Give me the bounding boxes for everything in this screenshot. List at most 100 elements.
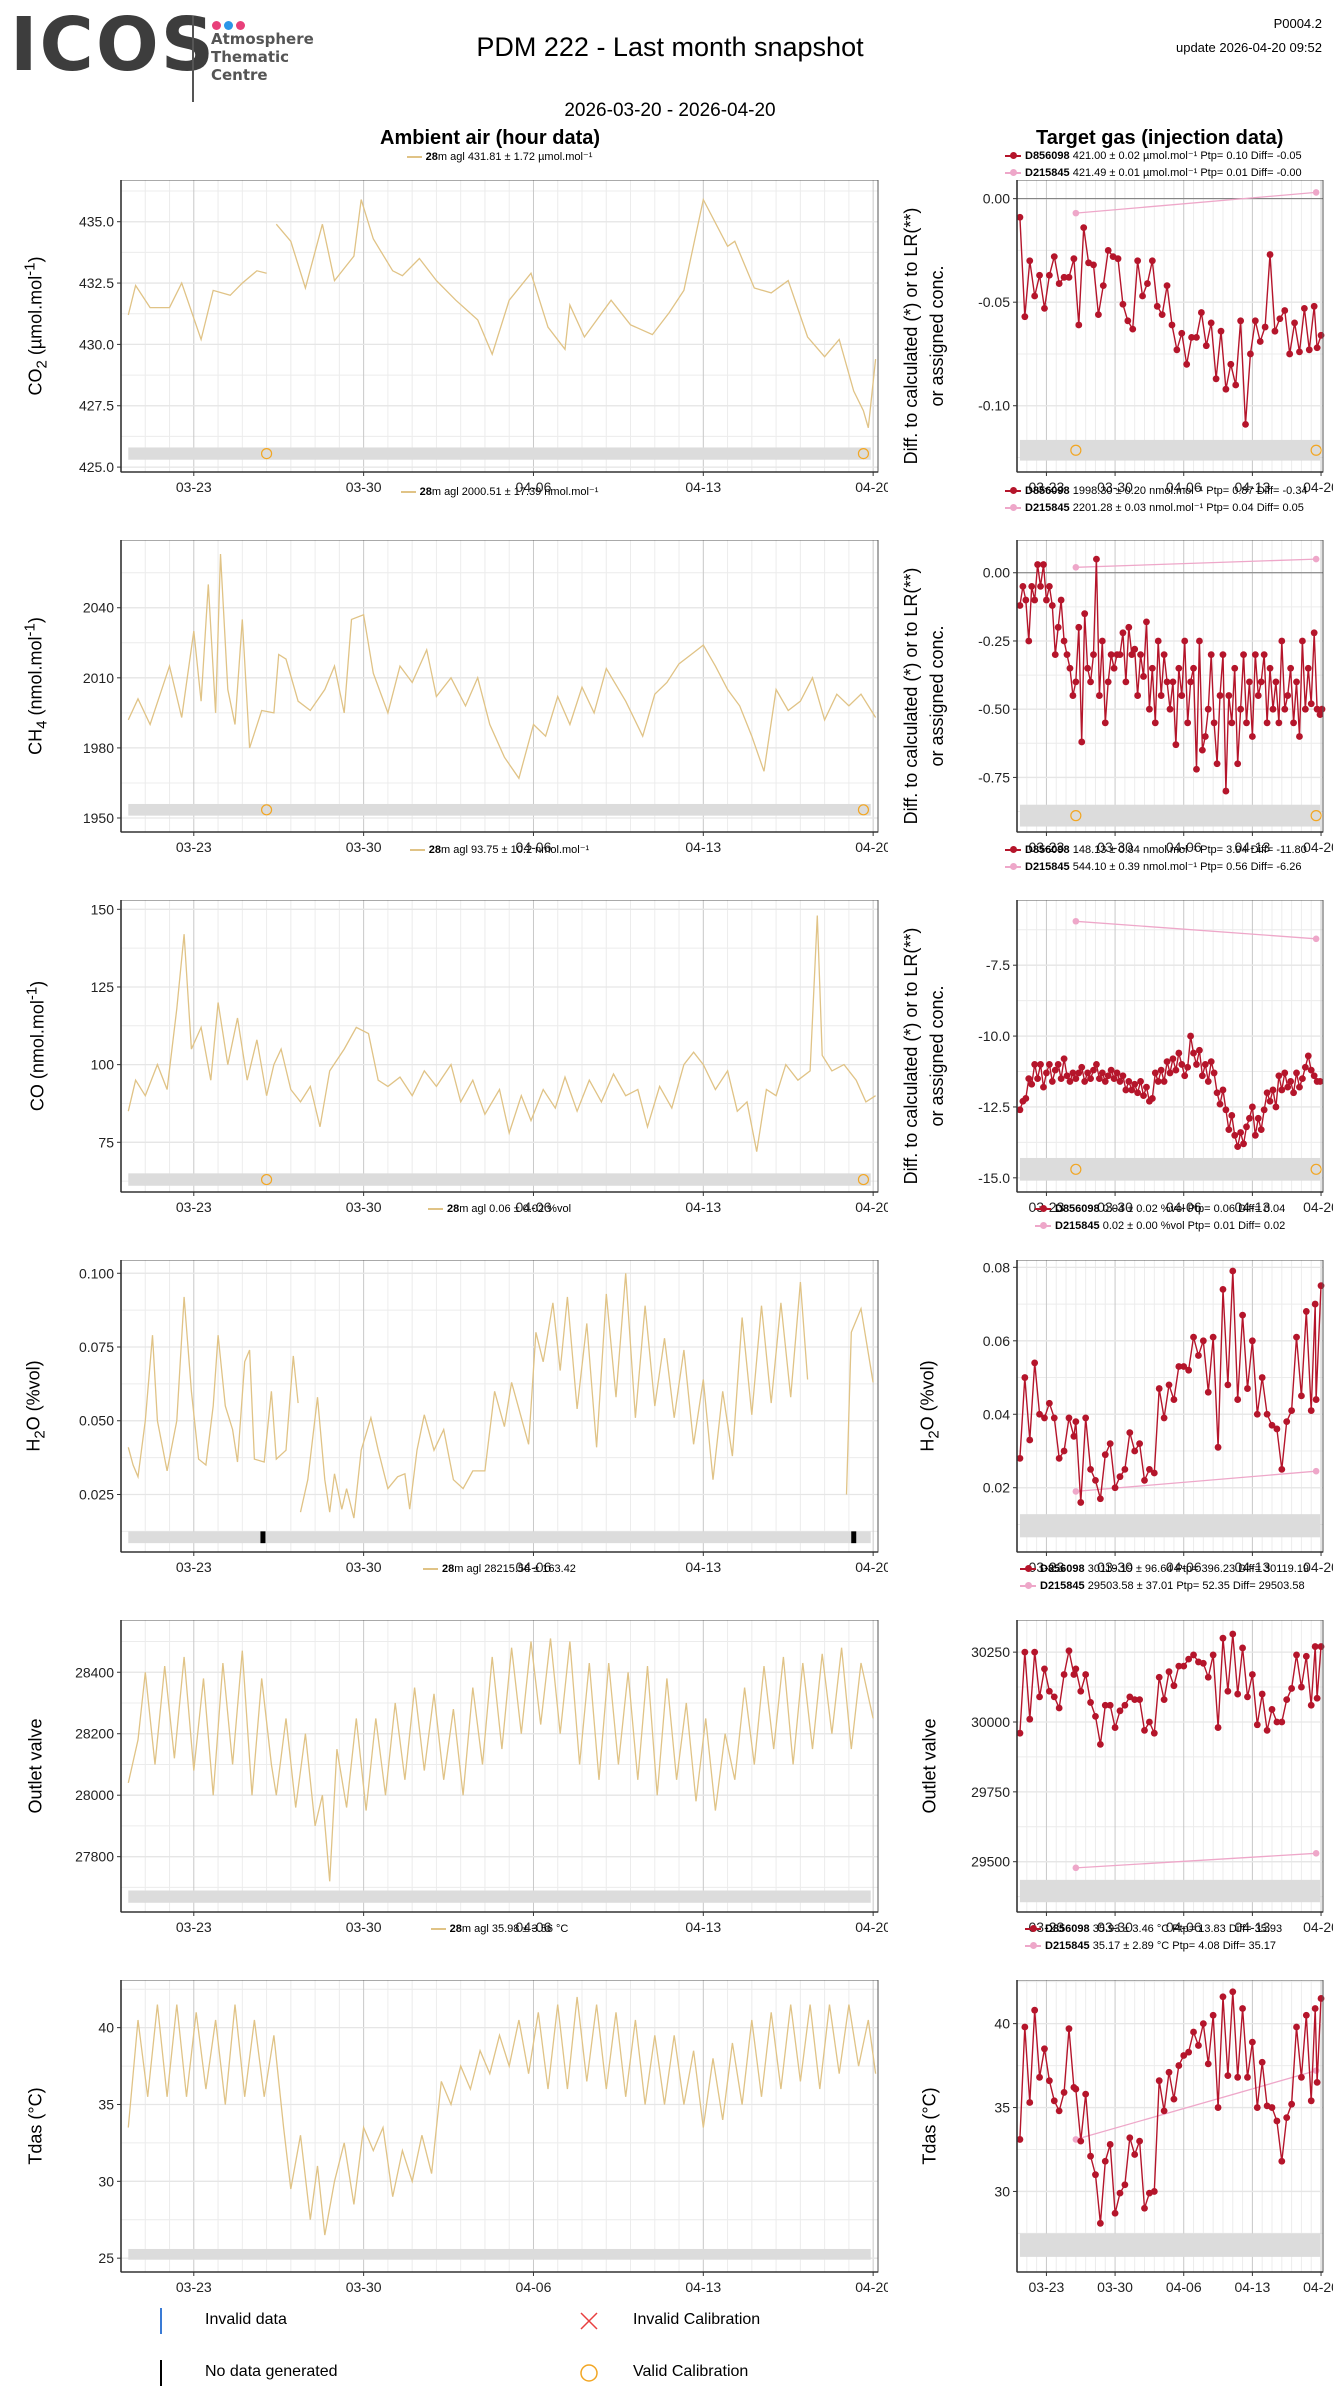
data-point-D856098 [1269, 1086, 1277, 1094]
data-point-D856098 [1195, 2042, 1202, 2049]
flag-band [128, 2248, 871, 2260]
data-point-D856098 [1054, 623, 1062, 631]
data-point-D856098 [1219, 1285, 1227, 1293]
data-point-D856098 [1016, 602, 1024, 609]
data-point-D856098 [1031, 1648, 1039, 1656]
flag-band [128, 803, 871, 816]
legend-point-line-icon [1025, 1925, 1041, 1933]
legend-cylinder-id: D856098 [1045, 1923, 1093, 1935]
x-tick-label: 03-23 [176, 839, 212, 855]
data-point-D856098 [1204, 2060, 1212, 2068]
data-point-D856098 [1160, 1414, 1168, 1422]
data-point-D856098 [1239, 1311, 1246, 1319]
data-point-D856098 [1146, 1718, 1153, 1726]
data-point-D856098 [1034, 1075, 1041, 1083]
data-point-D856098 [1239, 1644, 1246, 1652]
data-point-D856098 [1207, 319, 1215, 327]
x-tick-label: 04-20 [855, 1199, 888, 1215]
valid-calibration-marker [260, 1173, 273, 1186]
y-axis-label-text: H2O (%vol) [917, 1360, 943, 1452]
data-point-D856098 [1031, 596, 1039, 604]
y-tick-label: 430.0 [79, 336, 114, 352]
data-point-D856098 [1283, 2114, 1291, 2122]
data-point-D856098 [1183, 360, 1191, 368]
data-point-D856098 [1185, 2048, 1193, 2056]
ambient-legend: 28m agl 93.75 ± 10.2 nmol.mol⁻¹ [0, 843, 999, 856]
data-point-D856098 [1148, 257, 1156, 265]
data-point-D856098 [1204, 1673, 1212, 1681]
x-tick-label: 03-23 [176, 479, 212, 495]
data-point-D856098 [1234, 1143, 1242, 1151]
data-point-D856098 [1287, 1078, 1295, 1085]
data-point-D856098 [1081, 1078, 1089, 1085]
legend-line-icon [400, 491, 416, 494]
data-point-D856098 [1151, 1069, 1159, 1077]
plot-background [121, 1620, 878, 1912]
flag-band [1019, 439, 1321, 461]
data-point-D856098 [1078, 738, 1086, 746]
data-point-D856098 [1275, 719, 1283, 727]
valid-calibration-marker [260, 447, 273, 460]
y-tick-label: 30 [994, 2183, 1010, 2199]
data-point-D856098 [1110, 1075, 1118, 1083]
data-point-D856098 [1288, 1685, 1296, 1692]
x-tick-label: 03-30 [1097, 1199, 1133, 1215]
data-point-D856098 [1084, 1069, 1092, 1077]
data-point-D856098 [1077, 2137, 1085, 2145]
data-point-D856098 [1275, 1072, 1283, 1080]
legend-cylinder-id: D215845 [1040, 1580, 1088, 1592]
x-tick-label: 04-20 [855, 2279, 888, 2295]
valid-calibration-marker [1310, 444, 1322, 456]
data-point-D856098 [1045, 1399, 1053, 1407]
data-point-D856098 [1263, 1089, 1271, 1097]
no-data-marker [851, 1531, 857, 1544]
data-point-D856098 [1031, 292, 1039, 300]
data-point-D856098 [1307, 1066, 1315, 1074]
data-point-D856098 [1216, 692, 1224, 699]
data-point-D856098 [1057, 1075, 1065, 1083]
data-point-D856098 [1293, 1333, 1300, 1341]
x-tick-label: 04-13 [1234, 839, 1270, 855]
valid-calibration-marker [1310, 810, 1322, 822]
data-point-D856098 [1293, 1651, 1300, 1659]
data-point-D856098 [1104, 1072, 1112, 1080]
data-point-D856098 [1154, 637, 1162, 645]
data-point-D856098 [1301, 1063, 1309, 1071]
data-point-D856098 [1048, 1078, 1056, 1085]
data-point-D856098 [1190, 664, 1197, 672]
x-tick-label: 03-23 [176, 2279, 212, 2295]
valid-calibration-marker [857, 804, 870, 816]
y-tick-label: 2010 [83, 670, 114, 686]
data-point-D856098 [1222, 787, 1230, 795]
data-point-D856098 [1263, 1726, 1271, 1734]
data-point-D856098 [1026, 2099, 1034, 2106]
data-point-D856098 [1113, 1069, 1121, 1077]
data-point-D856098 [1166, 1069, 1174, 1077]
flag-band [1019, 1157, 1321, 1181]
legend-cylinder-id: D215845 [1055, 1220, 1103, 1232]
data-point-D856098 [1307, 1701, 1315, 1709]
data-point-D856098 [1207, 1058, 1215, 1065]
data-point-D856098 [1065, 1647, 1073, 1655]
target-legend-D215845: D215845 2201.28 ± 0.03 nmol.mol⁻¹ Ptp= 0… [1005, 501, 1304, 514]
target-column-title: Target gas (injection data) [1036, 127, 1284, 149]
data-point-D856098 [1244, 2073, 1251, 2081]
target-legend-D856098: D856098 35.93 ± 3.46 °C Ptp= 13.83 Diff=… [1025, 1923, 1282, 1935]
data-point-D856098 [1092, 1476, 1099, 1484]
data-point-D856098 [1219, 1086, 1227, 1094]
data-point-D856098 [1099, 282, 1107, 290]
data-point-D856098 [1185, 1655, 1193, 1663]
data-point-D856098 [1072, 1665, 1080, 1673]
series-line-28m-agl [127, 1996, 877, 2236]
page-code: P0004.2 [1273, 16, 1322, 31]
data-point-D856098 [1050, 2097, 1058, 2105]
data-point-D856098 [1096, 1495, 1104, 1503]
data-point-D856098 [1075, 1069, 1083, 1077]
x-tick-label: 04-06 [1166, 1559, 1202, 1575]
y-tick-label: 29500 [971, 1854, 1010, 1870]
data-point-D856098 [1204, 1078, 1212, 1085]
legend-text: 544.10 ± 0.39 nmol.mol⁻¹ Ptp= 0.56 Diff=… [1072, 861, 1302, 873]
data-point-D856098 [1256, 338, 1264, 345]
flag-band [1019, 1879, 1321, 1903]
flag-band [1019, 2233, 1321, 2257]
